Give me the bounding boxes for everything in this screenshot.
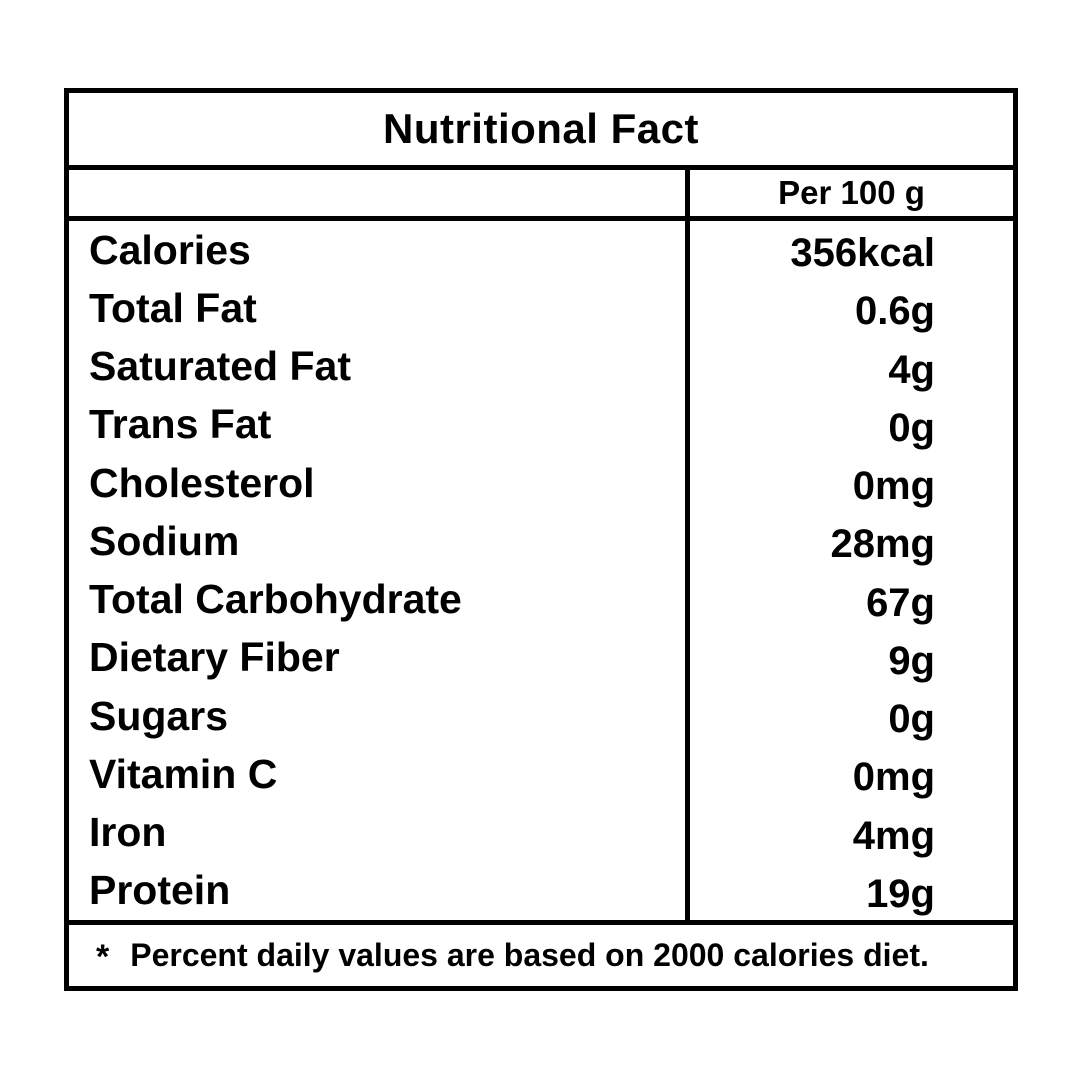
nutrient-value-total-carbohydrate: 67g [866, 580, 935, 625]
nutrient-value-total-fat: 0.6g [854, 289, 935, 334]
nutrient-label-dietary-fiber: Dietary Fiber [89, 634, 340, 681]
nutrient-value-trans-fat: 0g [888, 405, 935, 450]
footnote-row: * Percent daily values are based on 2000… [69, 920, 1013, 986]
nutrient-values-column: 356kcal 0.6g 4g 0g 0mg 28mg 67g 9g 0g 0m… [690, 221, 1013, 920]
nutrient-value-protein: 19g [866, 871, 935, 916]
nutrient-value-sodium: 28mg [830, 522, 936, 567]
nutrient-label-calories: Calories [89, 226, 251, 273]
nutrient-label-saturated-fat: Saturated Fat [89, 343, 351, 390]
nutrient-value-sugars: 0g [888, 697, 935, 742]
asterisk-marker: * [96, 938, 110, 976]
nutrient-label-total-carbohydrate: Total Carbohydrate [89, 576, 462, 623]
nutrient-label-protein: Protein [89, 867, 231, 914]
nutrient-label-cholesterol: Cholesterol [89, 459, 315, 506]
nutrient-labels-column: Calories Total Fat Saturated Fat Trans F… [69, 221, 690, 920]
nutrient-value-vitamin-c: 0mg [852, 755, 935, 800]
nutrient-label-trans-fat: Trans Fat [89, 401, 272, 448]
header-empty-cell [69, 170, 690, 216]
title-row: Nutritional Fact [69, 93, 1013, 170]
column-header-per-100g: Per 100 g [778, 174, 925, 211]
footnote-text: Percent daily values are based on 2000 c… [130, 937, 929, 973]
header-row: Per 100 g [69, 170, 1013, 221]
nutrient-value-dietary-fiber: 9g [888, 638, 935, 683]
nutrient-label-vitamin-c: Vitamin C [89, 750, 278, 797]
nutrient-value-saturated-fat: 4g [888, 347, 935, 392]
nutrient-label-total-fat: Total Fat [89, 284, 257, 331]
nutrient-value-calories: 356kcal [790, 231, 935, 276]
nutrient-table-body: Calories Total Fat Saturated Fat Trans F… [69, 221, 1013, 920]
nutrition-facts-label: Nutritional Fact Per 100 g Calories Tota… [64, 88, 1018, 991]
page-title: Nutritional Fact [382, 105, 699, 152]
nutrient-value-cholesterol: 0mg [852, 464, 935, 509]
nutrient-value-iron: 4mg [852, 813, 935, 858]
nutrient-label-sodium: Sodium [89, 517, 240, 564]
nutrient-label-sugars: Sugars [89, 692, 228, 739]
nutrient-label-iron: Iron [89, 809, 167, 856]
